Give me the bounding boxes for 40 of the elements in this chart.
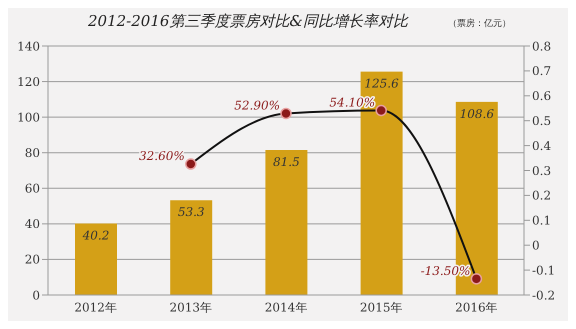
y2-tick-label: 0.8 xyxy=(532,39,552,54)
x-tick-label: 2014年 xyxy=(264,300,308,315)
bar xyxy=(265,150,308,295)
y2-tick-label: 0.1 xyxy=(532,214,552,228)
y-tick-label: 20 xyxy=(24,252,40,267)
point xyxy=(185,158,197,170)
data-label: 108.6 xyxy=(460,106,494,121)
y2-tick-label: 0.7 xyxy=(532,64,552,78)
point xyxy=(280,108,292,120)
y2-tick-label: -0.2 xyxy=(532,288,556,302)
data-label: 32.60% xyxy=(139,149,185,164)
x-tick-label: 2015年 xyxy=(360,300,402,315)
y2-tick-label: 0.4 xyxy=(532,138,552,153)
y2-tick-label: 0.6 xyxy=(532,89,552,104)
y-tick-label: 0 xyxy=(32,288,40,302)
data-label: 40.2 xyxy=(82,228,110,242)
bar xyxy=(170,200,212,295)
y-tick-label: 120 xyxy=(17,74,40,89)
y2-tick-label: 0.5 xyxy=(532,114,552,128)
y2-tick-label: 0 xyxy=(532,238,540,252)
y2-tick-label: -0.1 xyxy=(532,263,556,278)
point xyxy=(470,273,482,285)
data-label: 52.90% xyxy=(234,98,280,112)
data-label: 125.6 xyxy=(364,76,400,91)
data-label: 53.3 xyxy=(178,205,205,220)
x-tick-label: 2012年 xyxy=(74,300,117,315)
x-tick-label: 2013年 xyxy=(170,300,212,315)
y-tick-label: 80 xyxy=(24,146,40,160)
data-label: 81.5 xyxy=(273,155,300,170)
y2-tick-label: 0.2 xyxy=(532,188,552,203)
y-tick-label: 60 xyxy=(24,182,40,196)
y-tick-label: 40 xyxy=(24,217,40,232)
y-tick-label: 100 xyxy=(17,110,40,124)
point xyxy=(375,104,387,116)
y-tick-label: 140 xyxy=(17,39,40,54)
chart-title: 2012-2016第三季度票房对比&同比增长率对比 xyxy=(88,12,408,31)
x-tick-label: 2016年 xyxy=(455,300,498,315)
bar xyxy=(75,224,117,295)
y2-tick-label: 0.3 xyxy=(532,164,552,178)
chart-subtitle: （票房：亿元） xyxy=(448,18,511,30)
